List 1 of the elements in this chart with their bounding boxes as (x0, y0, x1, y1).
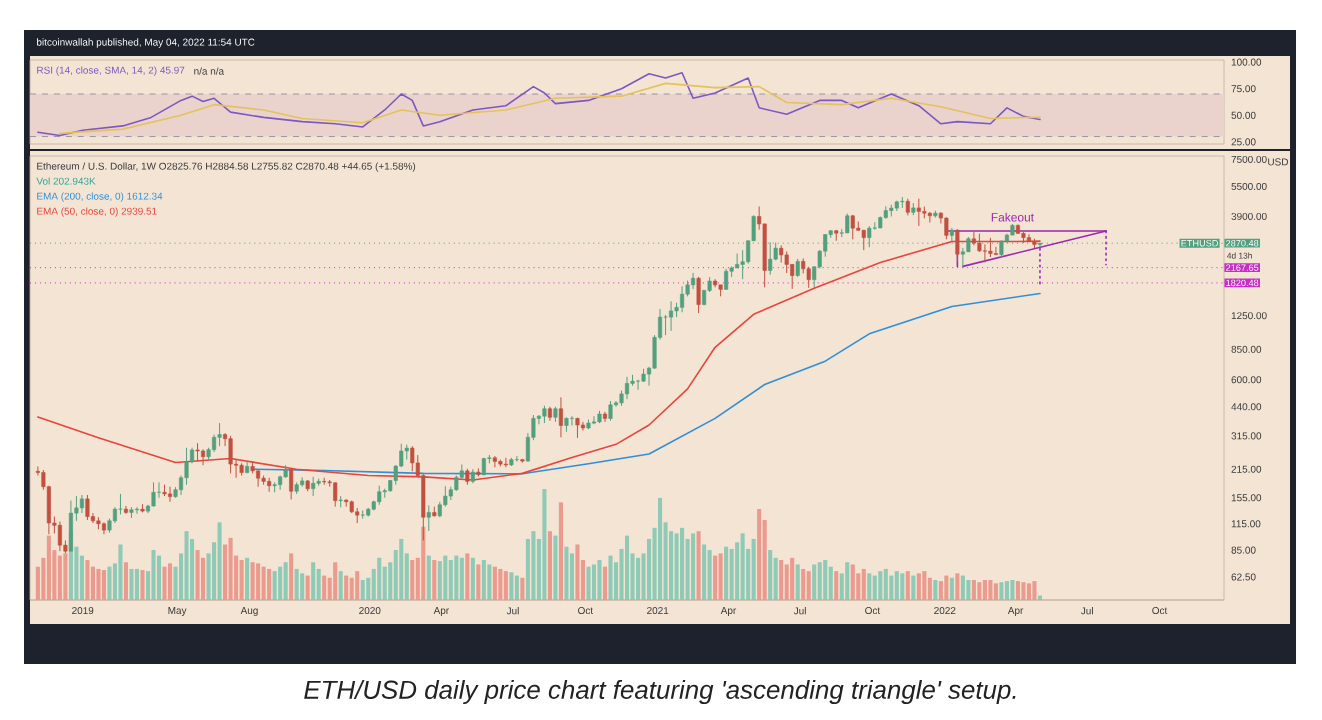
text: ETH/USD daily price chart featuring 'ascending triangle' setup. (304, 679, 1016, 705)
